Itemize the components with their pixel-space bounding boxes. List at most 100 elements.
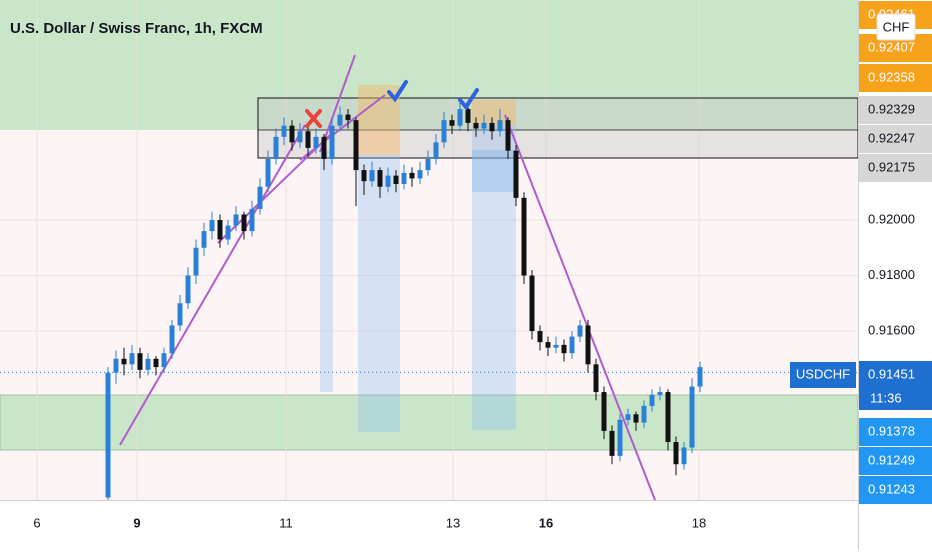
candle-body bbox=[281, 125, 287, 137]
candle-body bbox=[505, 120, 511, 151]
candle-body bbox=[601, 392, 607, 431]
candle-body bbox=[329, 125, 335, 159]
candle-body bbox=[385, 175, 391, 187]
candle-body bbox=[641, 405, 647, 423]
x-tick-label: 9 bbox=[133, 515, 140, 530]
candle-body bbox=[193, 247, 199, 276]
price-label: 0.91243 bbox=[868, 481, 915, 496]
candle-body bbox=[345, 114, 351, 121]
x-tick-label: 13 bbox=[446, 515, 460, 530]
price-label: 0.92175 bbox=[868, 159, 915, 174]
price-label-bg bbox=[859, 361, 932, 389]
candle-body bbox=[633, 414, 639, 423]
x-tick-label: 11 bbox=[279, 515, 293, 530]
price-label-bg bbox=[859, 125, 932, 153]
candle-body bbox=[129, 353, 135, 365]
candle-body bbox=[113, 358, 119, 373]
candle-body bbox=[425, 158, 431, 171]
candle-body bbox=[457, 109, 463, 126]
y-tick-label: 0.92000 bbox=[868, 211, 915, 226]
price-label: 0.92407 bbox=[868, 39, 915, 54]
candle-body bbox=[217, 220, 223, 240]
currency-badge bbox=[876, 13, 916, 41]
candle-body bbox=[521, 197, 527, 276]
currency: CHF bbox=[883, 19, 910, 34]
candle-body bbox=[625, 414, 631, 420]
candle-body bbox=[441, 120, 447, 143]
x-axis bbox=[0, 500, 858, 550]
candle-body bbox=[689, 386, 695, 448]
candle-body bbox=[417, 170, 423, 179]
x-tick-label: 18 bbox=[692, 515, 706, 530]
price-label-bg bbox=[859, 476, 932, 504]
price-label-bg bbox=[859, 418, 932, 446]
candle-body bbox=[577, 325, 583, 337]
countdown-bg bbox=[859, 388, 932, 410]
symbol: USDCHF bbox=[796, 366, 850, 381]
y-grid bbox=[0, 219, 858, 332]
price-label: 0.92329 bbox=[868, 101, 915, 116]
candle-body bbox=[697, 367, 703, 387]
price-label-bg bbox=[859, 154, 932, 182]
candle-body bbox=[361, 170, 367, 182]
candle-body bbox=[137, 353, 143, 370]
candle-body bbox=[289, 125, 295, 143]
price-label: 0.92247 bbox=[868, 130, 915, 145]
axis-labels: 0.916000.918000.9200069111316180.924610.… bbox=[33, 1, 932, 530]
candle-body bbox=[233, 214, 239, 226]
candle-body bbox=[169, 325, 175, 354]
candle-body bbox=[161, 353, 167, 368]
candle-body bbox=[265, 158, 271, 187]
candle-body bbox=[657, 392, 663, 395]
candle-body bbox=[489, 122, 495, 132]
x-grid bbox=[36, 0, 700, 500]
candle-body bbox=[305, 131, 311, 148]
candle-body bbox=[321, 136, 327, 159]
candle-body bbox=[153, 358, 159, 368]
candle-body bbox=[529, 275, 535, 332]
price-label-bg bbox=[859, 64, 932, 92]
price-label: 0.91378 bbox=[868, 423, 915, 438]
candle-body bbox=[545, 342, 551, 348]
candles bbox=[105, 100, 703, 504]
candle-body bbox=[465, 109, 471, 123]
candle-body bbox=[249, 208, 255, 232]
candle-body bbox=[185, 275, 191, 304]
candle-body bbox=[201, 231, 207, 248]
price-label-bg bbox=[859, 96, 932, 124]
candle-body bbox=[273, 136, 279, 159]
candle-body bbox=[225, 225, 231, 240]
candle-body bbox=[297, 131, 303, 143]
candle-body bbox=[553, 344, 559, 348]
candle-body bbox=[257, 186, 263, 209]
short-target bbox=[472, 125, 516, 430]
countdown: 11:36 bbox=[870, 390, 902, 405]
supply-zone bbox=[0, 0, 858, 130]
candle-body bbox=[337, 114, 343, 126]
short-target bbox=[358, 155, 400, 432]
candle-body bbox=[617, 419, 623, 456]
candle-body bbox=[673, 442, 679, 465]
candle-body bbox=[353, 120, 359, 171]
candle-body bbox=[449, 120, 455, 126]
price-label: 0.91451 bbox=[868, 366, 915, 381]
price-label: 0.92358 bbox=[868, 69, 915, 84]
candle-body bbox=[369, 170, 375, 182]
short-target bbox=[320, 150, 333, 392]
x-tick-label: 16 bbox=[539, 515, 553, 530]
candle-body bbox=[681, 447, 687, 465]
candle-body bbox=[401, 172, 407, 184]
candle-body bbox=[121, 358, 127, 365]
short-target bbox=[472, 150, 516, 192]
candle-body bbox=[473, 122, 479, 129]
candle-body bbox=[609, 430, 615, 456]
symbol-badge bbox=[790, 362, 856, 388]
candle-body bbox=[209, 220, 215, 232]
cross-mark bbox=[305, 109, 322, 128]
candle-body bbox=[497, 120, 503, 132]
candle-body bbox=[433, 142, 439, 159]
candle-body bbox=[241, 214, 247, 232]
candle-body bbox=[105, 372, 111, 498]
candle-body bbox=[481, 122, 487, 129]
